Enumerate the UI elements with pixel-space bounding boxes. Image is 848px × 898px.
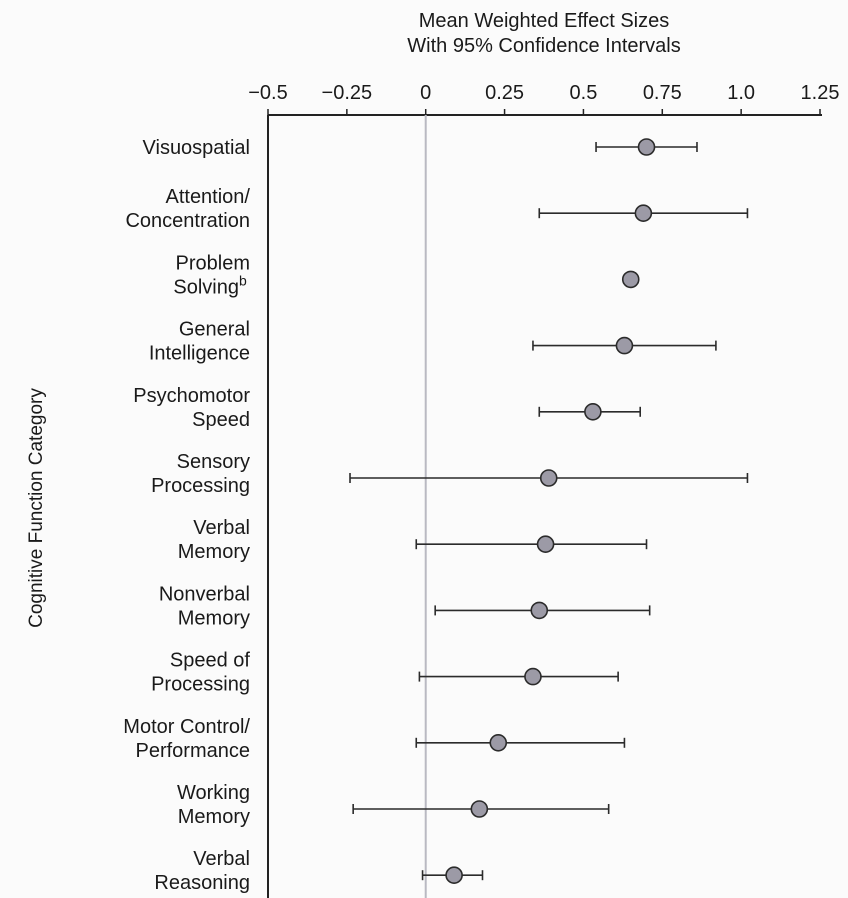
mean-point: [637, 138, 656, 156]
category-label: General: [179, 319, 250, 341]
mean-point: [634, 204, 653, 222]
category-labels: Visuospatial Attention/Concentration Probl…: [123, 137, 250, 894]
mean-point: [621, 270, 640, 289]
category-label: Performance: [136, 740, 251, 762]
x-tick-label: −0.5: [248, 82, 287, 104]
x-tick-label: −0.25: [322, 82, 373, 104]
category-label: Processing: [151, 475, 250, 497]
category-label: Nonverbal: [159, 583, 250, 605]
x-axis-ticks: −0.5 −0.25 0 0.25 0.5 0.75 1.0 1.25: [248, 82, 839, 104]
mean-point: [445, 866, 463, 885]
category-label: Speed: [192, 409, 250, 431]
category-label: Problem: [176, 252, 250, 274]
category-label: Solving: [173, 276, 239, 298]
category-label: Processing: [151, 674, 250, 696]
effect-size-marks: [349, 138, 749, 885]
mean-point: [470, 800, 489, 818]
mean-point: [615, 336, 634, 355]
chart-title-line: Mean Weighted Effect Sizes: [419, 10, 670, 32]
category-label: Verbal: [193, 517, 250, 539]
category-label: Working: [177, 782, 250, 804]
category-label: Memory: [178, 541, 250, 563]
category-label: Memory: [178, 806, 250, 828]
mean-point: [539, 469, 558, 487]
mean-point: [584, 402, 602, 421]
category-label: Concentration: [125, 210, 250, 232]
category-label: Sensory: [177, 451, 250, 473]
y-axis-label: Cognitive Function Category: [26, 388, 47, 628]
x-tick-label: 0.5: [570, 82, 598, 104]
mean-point: [536, 535, 555, 554]
x-tick-label: 0.75: [643, 82, 682, 104]
y-axis-title: Cognitive Function Category: [26, 388, 47, 628]
category-label: Attention/: [165, 186, 250, 208]
category-superscript: b: [239, 272, 247, 288]
category-label: Verbal: [193, 848, 250, 870]
axes: [267, 109, 822, 898]
chart-title-line: With 95% Confidence Intervals: [407, 35, 680, 57]
mean-point: [524, 667, 542, 686]
mean-point: [489, 733, 508, 752]
chart-title: Mean Weighted Effect Sizes With 95% Confi…: [407, 10, 680, 57]
category-label: Intelligence: [149, 343, 250, 365]
category-label: Reasoning: [154, 872, 250, 894]
x-tick-label: 1.25: [801, 82, 840, 104]
x-tick-label: 1.0: [727, 82, 755, 104]
category-label: Motor Control/: [123, 716, 250, 738]
category-label: Psychomotor: [133, 385, 250, 407]
category-label: Visuospatial: [143, 137, 250, 159]
x-tick-label: 0: [420, 82, 431, 104]
x-tick-label: 0.25: [485, 82, 524, 104]
mean-point: [530, 601, 549, 620]
category-label: Speed of: [170, 650, 251, 672]
category-label: Memory: [178, 607, 250, 629]
